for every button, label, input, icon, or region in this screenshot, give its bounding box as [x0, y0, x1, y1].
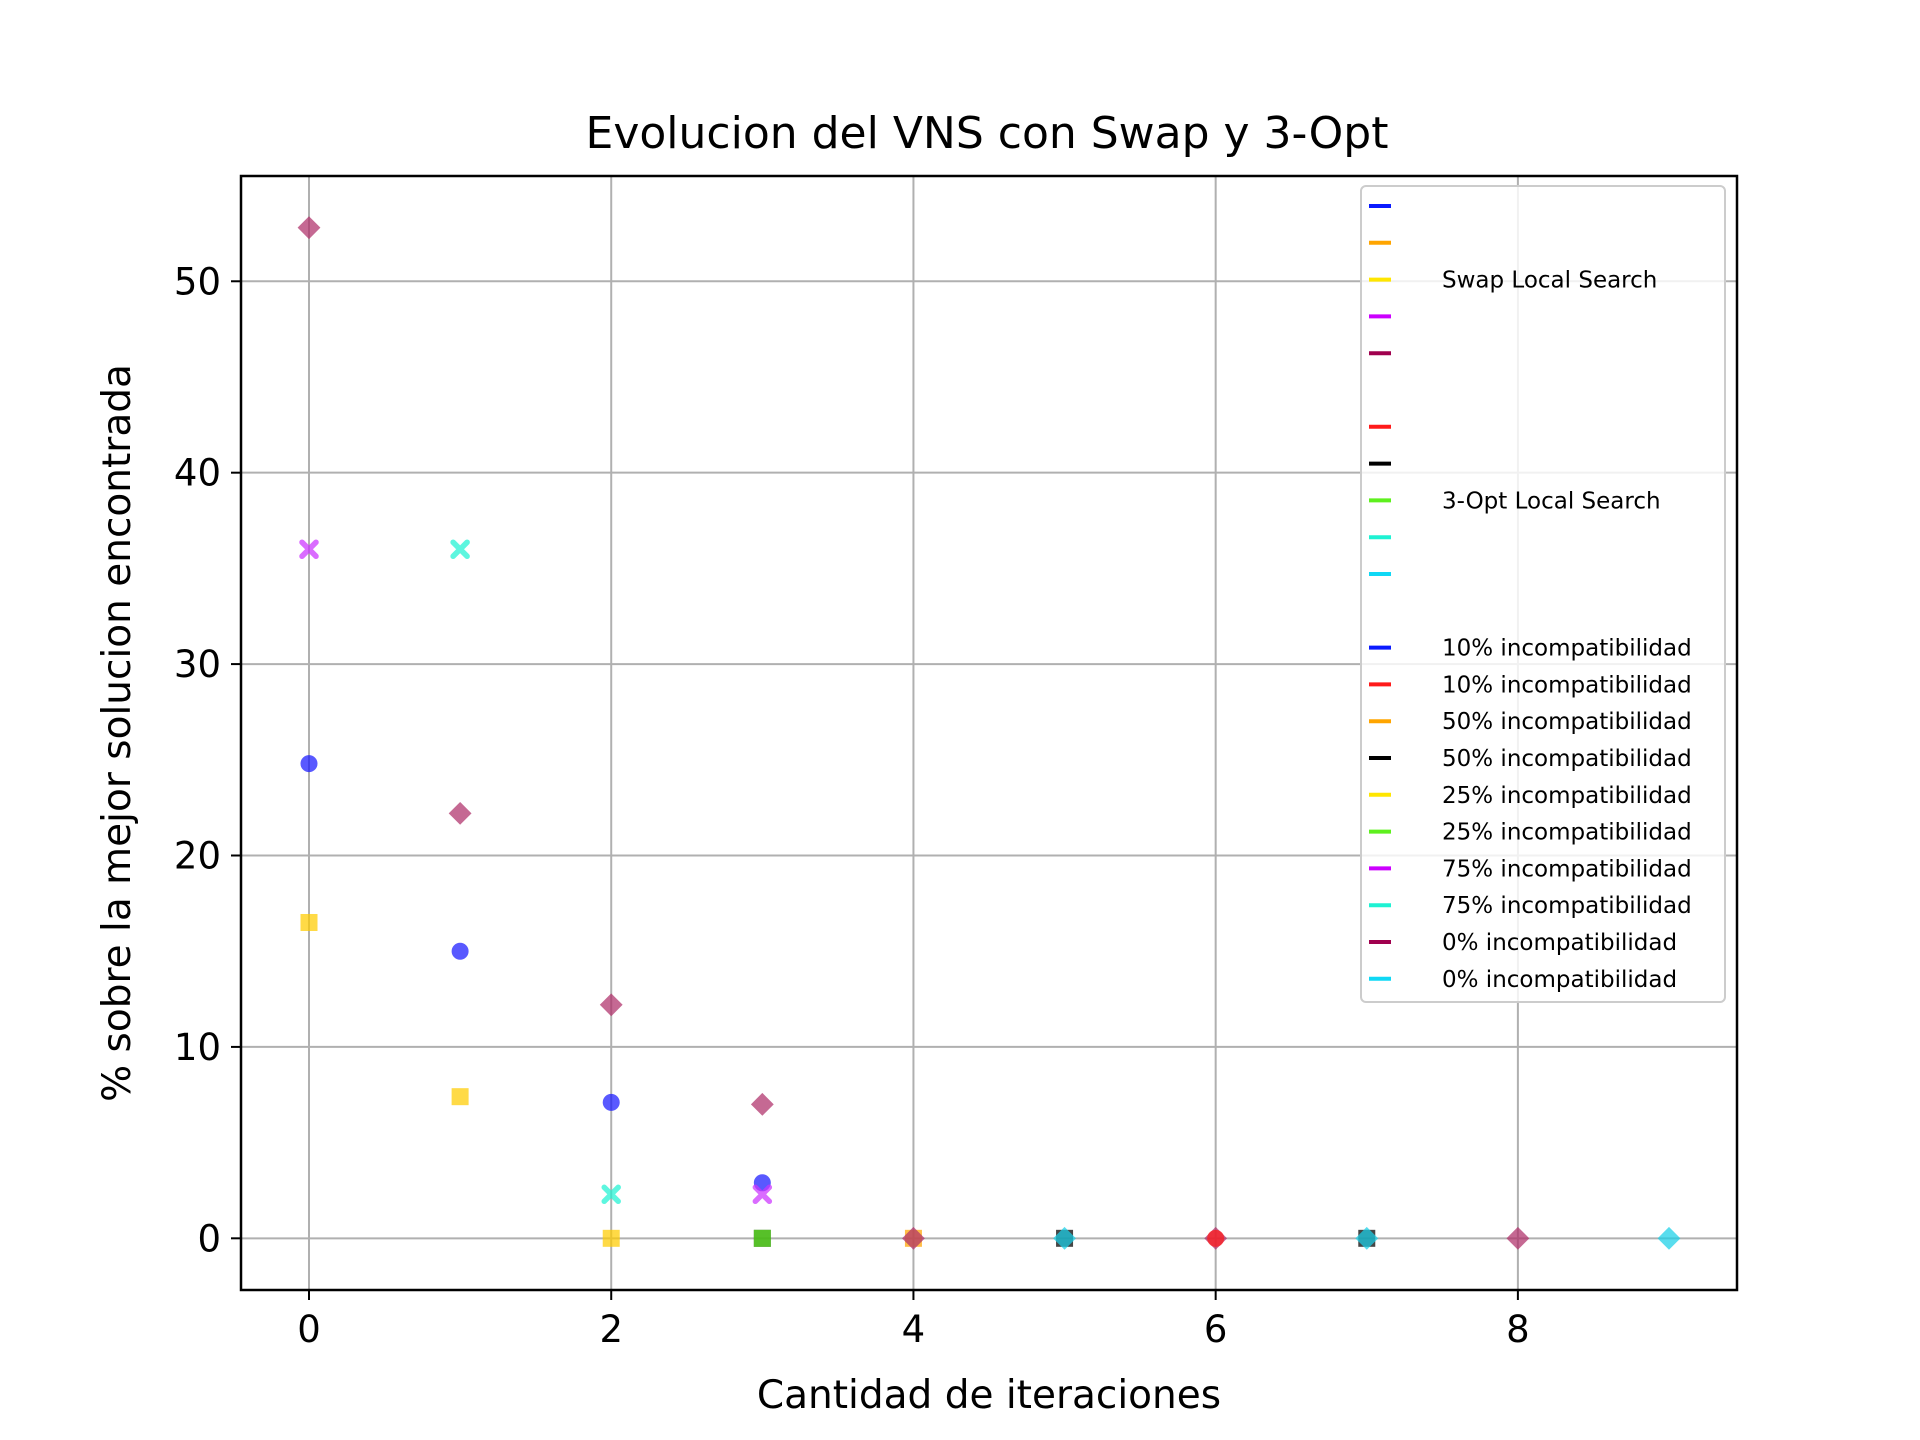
legend-entry-label: 75% incompatibilidad — [1442, 893, 1692, 919]
chart-title: Evolucion del VNS con Swap y 3-Opt — [586, 108, 1389, 159]
data-point — [450, 539, 470, 559]
data-point — [299, 539, 319, 559]
y-tick-label: 50 — [174, 260, 221, 303]
data-point — [451, 942, 469, 960]
x-tick-label: 0 — [297, 1308, 321, 1351]
legend-entry-label: 0% incompatibilidad — [1442, 930, 1677, 956]
legend-box — [1360, 185, 1726, 1003]
y-axis-label: % sobre la mejor solucion encontrada — [95, 364, 140, 1102]
x-tick-label: 4 — [902, 1308, 926, 1351]
y-tick-label: 40 — [174, 452, 221, 495]
data-point — [300, 913, 318, 931]
x-tick-label: 6 — [1204, 1308, 1228, 1351]
data-point — [1207, 1229, 1225, 1247]
legend-entry-label: 25% incompatibilidad — [1442, 820, 1692, 846]
legend-entry-label: 0% incompatibilidad — [1442, 967, 1677, 993]
legend-entry-label: Swap Local Search — [1442, 268, 1657, 294]
legend: Swap Local Search 3-Opt Local Search 10% i… — [1360, 185, 1726, 1003]
plot-frame — [239, 174, 1739, 1292]
legend-entry-label: 10% incompatibilidad — [1442, 636, 1692, 662]
legend-entry-label: 50% incompatibilidad — [1442, 709, 1692, 735]
y-tick-label: 10 — [174, 1026, 221, 1069]
x-tick-label: 8 — [1506, 1308, 1530, 1351]
data-point — [602, 1093, 620, 1111]
data-point — [902, 1226, 925, 1250]
data-point — [451, 1088, 469, 1106]
data-point — [601, 1184, 621, 1205]
y-tick-label: 0 — [197, 1217, 221, 1260]
data-point — [300, 755, 318, 773]
data-point — [753, 1229, 771, 1247]
y-tick-label: 30 — [174, 643, 221, 686]
y-tick-label: 20 — [174, 835, 221, 878]
data-point — [752, 1184, 773, 1205]
data-markers — [297, 216, 1681, 1250]
data-point — [1657, 1226, 1681, 1250]
legend-entry-label: 50% incompatibilidad — [1442, 746, 1692, 772]
x-tick-label: 2 — [599, 1308, 623, 1351]
data-point — [599, 993, 623, 1017]
axis-ticks: 0 2 4 6 8 0 10 20 30 40 50 — [174, 260, 1530, 1351]
data-point — [297, 216, 321, 240]
data-point — [750, 1092, 774, 1116]
data-point — [753, 1174, 771, 1192]
data-point — [1506, 1226, 1530, 1250]
data-point — [448, 801, 472, 825]
legend-entry-label: 10% incompatibilidad — [1442, 672, 1692, 698]
data-point — [1355, 1226, 1379, 1250]
legend-entry-label: 25% incompatibilidad — [1442, 783, 1692, 809]
legend-entry-label: 3-Opt Local Search — [1442, 488, 1661, 514]
x-axis-label: Cantidad de iteraciones — [757, 1373, 1221, 1418]
data-point — [1053, 1226, 1076, 1250]
data-point — [602, 1229, 620, 1247]
legend-entry-label: 75% incompatibilidad — [1442, 856, 1692, 882]
